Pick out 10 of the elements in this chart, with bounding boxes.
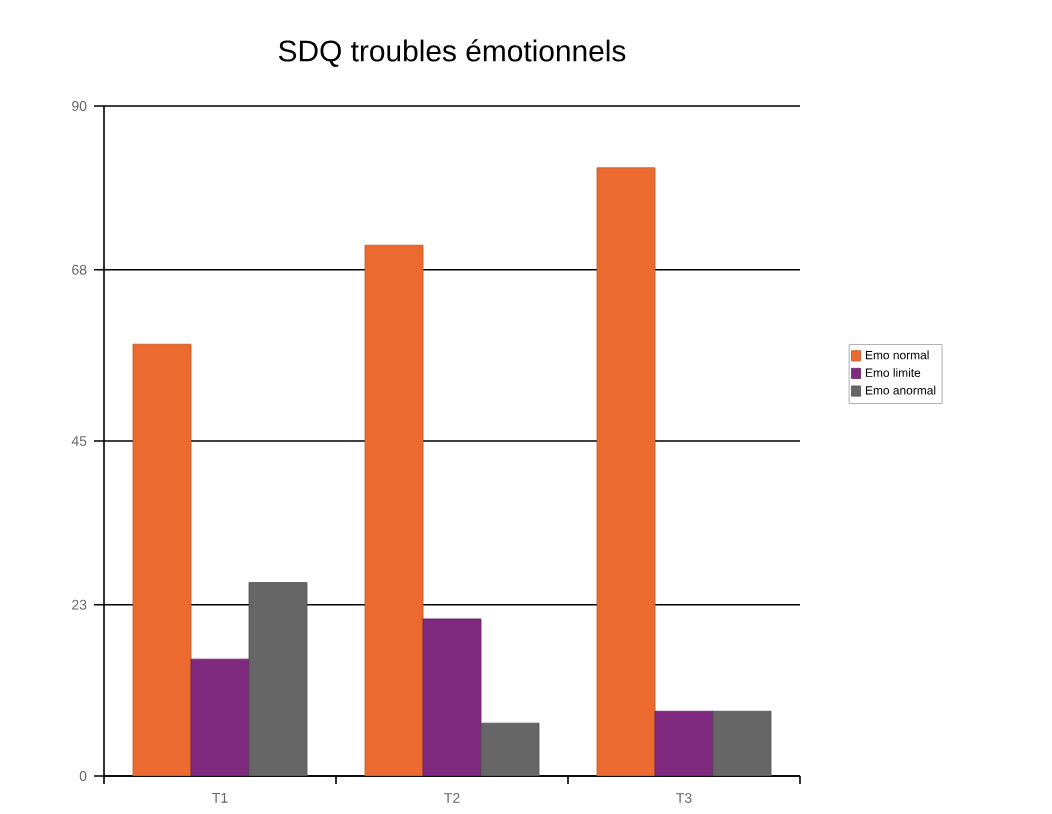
- bar: [596, 167, 656, 776]
- bar: [248, 582, 308, 776]
- bar: [480, 722, 540, 776]
- bar: [654, 710, 714, 776]
- bar: [712, 710, 772, 776]
- bar: [422, 618, 482, 776]
- bar: [132, 343, 192, 776]
- chart-title: SDQ troubles émotionnels: [278, 39, 626, 67]
- bar: [364, 244, 424, 776]
- bar: [190, 658, 250, 776]
